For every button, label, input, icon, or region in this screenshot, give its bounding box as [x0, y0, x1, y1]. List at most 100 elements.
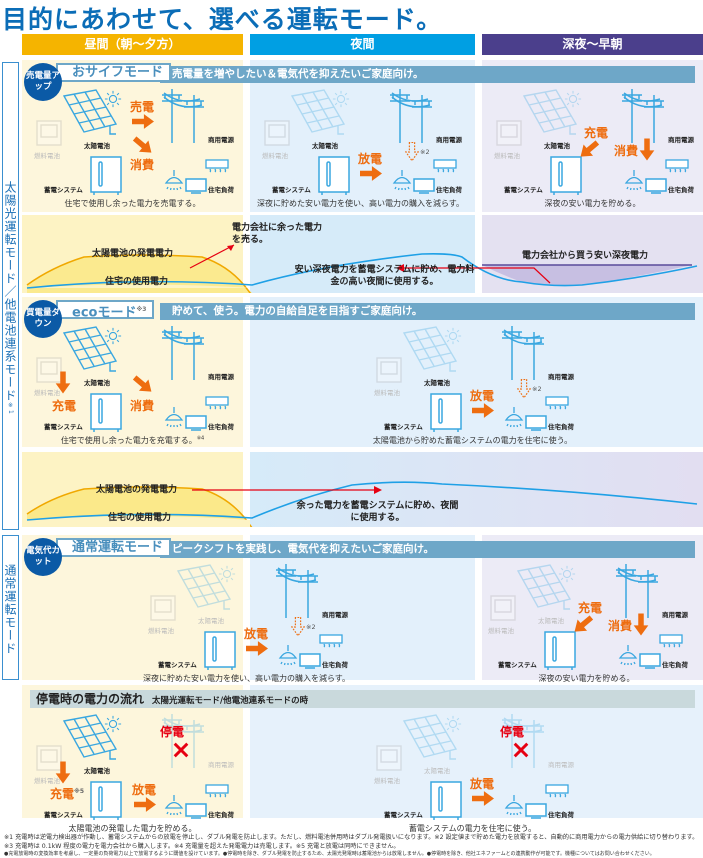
flow-label: 消費: [608, 619, 633, 633]
flow-arrow-icon: [472, 791, 494, 806]
storage-system-label: 蓄電システム: [384, 423, 423, 431]
storage-battery-icon: [90, 393, 122, 433]
fuel-cell-label: 燃料電池: [34, 389, 60, 397]
utility-pole-icon: [500, 322, 546, 380]
solar-panel-label: 太陽電池: [312, 142, 338, 150]
storage-battery-icon: [430, 393, 462, 433]
usage-curve: [26, 253, 698, 289]
flow-label: 放電: [470, 777, 495, 791]
section-label-text: 太陽光運転モード／他電池連系モード: [3, 181, 17, 403]
cell-eco-night: [250, 297, 703, 447]
mode-tagline-saifu: 売電量を増やしたい＆電気代を抑えたいご家庭向け。: [160, 66, 695, 83]
storage-battery-icon: [550, 156, 582, 196]
section-label-normal-mode: 通常運転モード: [2, 535, 19, 680]
mode-badge-saifu: 売電量アップ: [24, 63, 62, 101]
footnote-ref: ※2: [306, 623, 316, 631]
tv-icon: [645, 178, 667, 194]
grid-power-label: 商用電源: [322, 611, 348, 619]
cell-normal-late-night: [482, 535, 703, 680]
ceiling-lamp-icon: [392, 170, 412, 192]
flow-arrow-icon: [634, 614, 649, 636]
air-conditioner-icon: [205, 158, 229, 172]
grid-power-label: 商用電源: [548, 761, 574, 769]
saifu-power-curve-diagram: [22, 215, 703, 293]
storage-system-label: 蓄電システム: [504, 186, 543, 194]
flow-arrow-icon: [640, 139, 655, 161]
mode-name-note: ※3: [136, 306, 147, 313]
utility-pole-icon: [614, 560, 660, 618]
household-load-label: 住宅負荷: [548, 423, 574, 431]
grid-power-label: 商用電源: [662, 611, 688, 619]
storage-system-label: 蓄電システム: [158, 661, 197, 669]
sun-icon: [444, 715, 462, 733]
ceiling-lamp-icon: [164, 795, 184, 817]
scene-caption: 深夜に貯めた安い電力を使い、高い電力の購入を減らす。: [142, 674, 351, 683]
chart-label-buy: 電力会社から買う安い深夜電力: [522, 251, 649, 261]
dotted-arrow-icon: [405, 142, 419, 162]
sun-icon: [104, 715, 122, 733]
blackout-title: 停電時の電力の流れ: [36, 692, 145, 706]
flow-note: ※5: [74, 788, 85, 795]
grid-power-label: 商用電源: [668, 136, 694, 144]
tv-icon: [525, 415, 547, 431]
column-header-late-night: 深夜〜早朝: [482, 34, 703, 55]
household-load-label: 住宅負荷: [662, 661, 688, 669]
household-load-label: 住宅負荷: [548, 811, 574, 819]
fuel-cell-label: 燃料電池: [374, 389, 400, 397]
air-conditioner-icon: [205, 395, 229, 409]
flow-arrow-icon: [360, 166, 382, 181]
ceiling-lamp-icon: [504, 407, 524, 429]
household-load-label: 住宅負荷: [436, 186, 462, 194]
flow-arrow-icon: [132, 114, 154, 129]
storage-system-label: 蓄電システム: [44, 186, 83, 194]
mode-tagline-eco: 貯めて、使う。電力の自給自足を目指すご家庭向け。: [160, 303, 695, 320]
sun-icon: [558, 565, 576, 583]
ceiling-lamp-icon: [504, 795, 524, 817]
fuel-cell-label: 燃料電池: [262, 152, 288, 160]
tv-icon: [525, 803, 547, 819]
household-load-label: 住宅負荷: [322, 661, 348, 669]
flow-label: 売電: [130, 100, 155, 114]
flow-label: 消費: [614, 144, 639, 158]
fuel-cell-label: 燃料電池: [494, 152, 520, 160]
dotted-arrow-icon: [517, 379, 531, 399]
flow-label: 充電※5: [50, 787, 85, 801]
footnote-ref: ※2: [532, 385, 542, 393]
utility-pole-icon: [160, 322, 206, 380]
flow-arrow-icon: [56, 762, 71, 784]
footnote-main: ※1 充電時は逆電力検出器が作動し、蓄電システムからの放電を停止し、ダブル発電を…: [4, 834, 699, 850]
mode-name-normal: 通常運転モード: [56, 538, 172, 557]
storage-system-label: 蓄電システム: [44, 423, 83, 431]
fuel-cell-label: 燃料電池: [34, 152, 60, 160]
storage-system-label: 蓄電システム: [384, 811, 423, 819]
solar-panel-label: 太陽電池: [84, 767, 110, 775]
flow-label: 充電: [584, 126, 609, 140]
tv-icon: [299, 653, 321, 669]
household-load-label: 住宅負荷: [208, 811, 234, 819]
solar-panel-label: 太陽電池: [424, 767, 450, 775]
air-conditioner-icon: [665, 158, 689, 172]
flow-arrow-icon: [134, 797, 156, 812]
fuel-cell-icon: [496, 120, 522, 146]
night-purchase-area: [482, 265, 692, 286]
sun-icon: [444, 327, 462, 345]
fuel-cell-icon: [490, 595, 516, 621]
flow-label: 放電: [358, 152, 383, 166]
flow-label: 放電: [470, 389, 495, 403]
utility-pole-icon: [160, 85, 206, 143]
section-label-solar-mode: 太陽光運転モード／他電池連系モード ※1: [2, 62, 19, 530]
flow-label: 放電: [244, 627, 269, 641]
grid-power-label: 商用電源: [436, 136, 462, 144]
ceiling-lamp-icon: [278, 645, 298, 667]
scene-caption: 深夜の安い電力を貯める。: [544, 199, 641, 208]
chart-label-night: 安い深夜電力を蓄電システムに貯め、電力料金の高い夜間に使用する。: [294, 265, 475, 287]
fuel-cell-icon: [376, 357, 402, 383]
flow-label: 放電: [132, 783, 157, 797]
storage-system-label: 蓄電システム: [272, 186, 311, 194]
air-conditioner-icon: [545, 395, 569, 409]
household-load-label: 住宅負荷: [668, 186, 694, 194]
utility-pole-icon: [274, 560, 320, 618]
household-load-label: 住宅負荷: [208, 423, 234, 431]
chart-label-generation: 太陽電池の発電電力: [92, 249, 174, 259]
air-conditioner-icon: [319, 633, 343, 647]
